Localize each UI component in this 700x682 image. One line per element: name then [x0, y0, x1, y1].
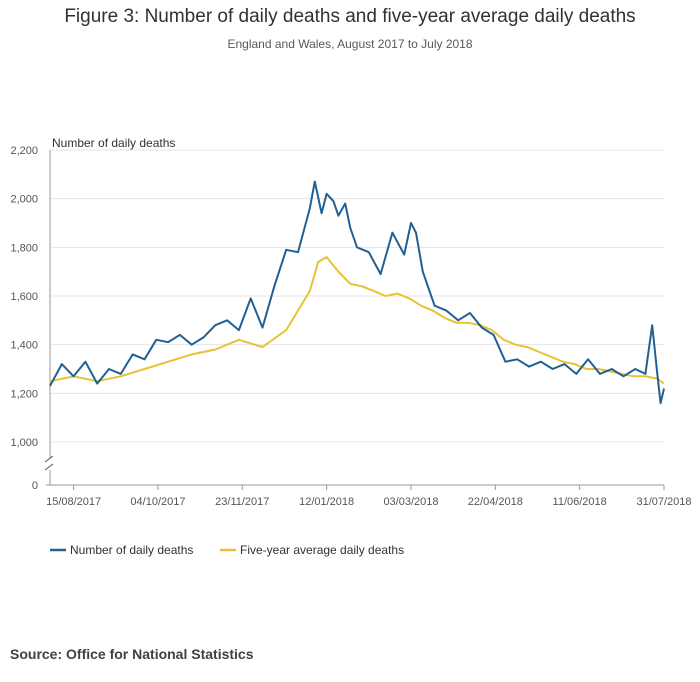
x-tick-label: 31/07/2018 [636, 496, 691, 508]
x-tick-label: 23/11/2017 [215, 496, 269, 508]
y-tick-label: 1,800 [10, 242, 38, 254]
axis-break-mark [44, 463, 54, 471]
y-axis-label: Number of daily deaths [52, 136, 175, 150]
x-tick-label: 22/04/2018 [468, 496, 523, 508]
legend-label: Five-year average daily deaths [240, 543, 404, 557]
y-tick-label: 2,000 [10, 194, 38, 206]
chart-title: Figure 3: Number of daily deaths and fiv… [64, 6, 636, 27]
y-tick-label: 1,600 [10, 291, 38, 303]
source-note: Source: Office for National Statistics [10, 646, 254, 662]
chart-subtitle: England and Wales, August 2017 to July 2… [227, 37, 473, 51]
x-tick-label: 11/06/2018 [553, 496, 607, 508]
y-tick-label: 1,200 [10, 388, 38, 400]
x-tick-label: 03/03/2018 [383, 496, 438, 508]
y-tick-label: 2,200 [10, 145, 38, 157]
series-line [49, 180, 665, 405]
x-tick-label: 04/10/2017 [130, 496, 185, 508]
x-tick-label: 15/08/2017 [46, 496, 101, 508]
legend-label: Number of daily deaths [70, 543, 193, 557]
line-chart: 0 1,000 1,200 1,400 1,600 1,800 2,000 2,200 15/… [10, 136, 692, 557]
x-tick-label: 12/01/2018 [299, 496, 354, 508]
gridlines [50, 149, 664, 443]
y-tick-label: 1,400 [10, 340, 38, 352]
x-axis: 15/08/2017 04/10/2017 23/11/2017 12/01/2018… [44, 150, 692, 508]
axis-break-mark [44, 455, 54, 463]
y-axis-ticks: 0 1,000 1,200 1,400 1,600 1,800 2,000 2,200 [10, 145, 38, 492]
series-line [49, 256, 665, 385]
y-tick-label: 1,000 [10, 437, 38, 449]
series-lines [49, 180, 665, 405]
legend: Number of daily deaths Five-year average … [50, 543, 404, 557]
y-tick-label: 0 [32, 480, 38, 492]
